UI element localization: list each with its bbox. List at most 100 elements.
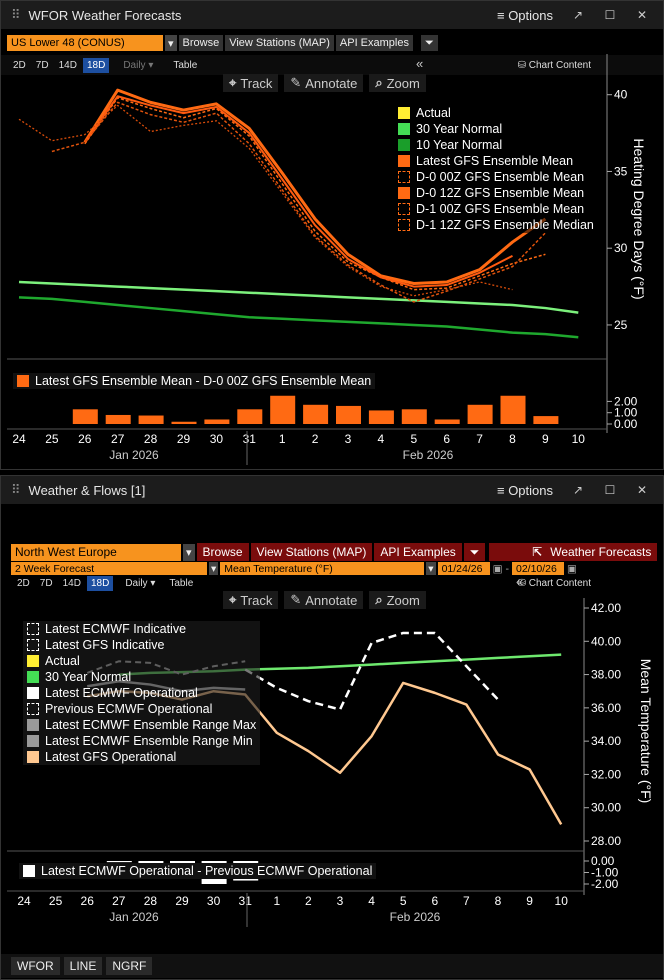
legend-label: Latest GFS Indicative — [45, 638, 165, 652]
view-stations-button[interactable]: View Stations (MAP) — [225, 35, 334, 51]
api-examples-button[interactable]: API Examples — [374, 543, 462, 561]
region-select[interactable]: US Lower 48 (CONUS) — [7, 35, 163, 51]
daily-select[interactable]: Daily ▾ — [125, 577, 156, 589]
legend-label: Previous ECMWF Operational — [45, 702, 213, 716]
daily-select[interactable]: Daily ▾ — [123, 59, 154, 71]
legend-label: Latest GFS Operational — [45, 750, 177, 764]
forecast-dropdown-icon[interactable]: ▾ — [209, 562, 219, 575]
more-dropdown-icon[interactable]: ⏷ — [420, 35, 438, 51]
lower-tick-label: 0.00 — [591, 854, 615, 868]
tab-line[interactable]: LINE — [63, 957, 103, 975]
legend-item[interactable]: 10 Year Normal — [398, 137, 594, 153]
legend-label: Actual — [45, 654, 80, 668]
calendar-from-icon[interactable]: ▣ — [492, 562, 503, 575]
collapse-icon[interactable]: « — [416, 56, 424, 71]
popout-icon[interactable]: ↗ — [572, 483, 584, 497]
x-tick-label: 28 — [144, 894, 158, 908]
track-tool[interactable]: ⌖ Track — [223, 591, 279, 609]
x-tick-label: 10 — [572, 432, 586, 446]
legend-item[interactable]: Actual — [27, 653, 256, 669]
legend-item[interactable]: Latest GFS Operational — [27, 749, 256, 765]
zoom-tool[interactable]: ⌕ Zoom — [369, 74, 426, 92]
x-tick-label: 1 — [279, 432, 286, 446]
weather-forecasts-button[interactable]: ⇱ Weather Forecasts — [489, 543, 658, 561]
table-button[interactable]: Table — [169, 577, 194, 589]
date-to-input[interactable]: 02/10/26 — [511, 562, 564, 575]
legend-item[interactable]: 30 Year Normal — [398, 121, 594, 137]
chart-tools: ⌖ Track ✎ Annotate ⌕ Zoom — [223, 74, 426, 92]
x-tick-label: 31 — [239, 894, 253, 908]
close-icon[interactable]: ✕ — [636, 483, 648, 497]
options-menu[interactable]: ≡ Options — [496, 7, 553, 23]
y-tick-label: 40.00 — [591, 634, 621, 648]
popout-icon[interactable]: ↗ — [572, 8, 584, 22]
lower-tick-label: -2.00 — [591, 877, 619, 891]
legend-item[interactable]: Latest ECMWF Ensemble Range Min — [27, 733, 256, 749]
chart-content-button[interactable]: ⛁ Chart Content — [514, 576, 595, 591]
legend-item[interactable]: D-1 00Z GFS Ensemble Mean — [398, 201, 594, 217]
tab-7d[interactable]: 7D — [39, 577, 53, 589]
legend-swatch — [27, 719, 39, 731]
legend-item[interactable]: D-0 00Z GFS Ensemble Mean — [398, 169, 594, 185]
track-tool[interactable]: ⌖ Track — [223, 74, 279, 92]
series-line — [244, 631, 499, 711]
difference-bar — [105, 414, 131, 424]
difference-bar — [401, 409, 427, 424]
browse-button[interactable]: Browse — [178, 35, 224, 51]
legend-item[interactable]: Actual — [398, 105, 594, 121]
tab-2d[interactable]: 2D — [17, 577, 30, 589]
date-from-input[interactable]: 01/24/26 — [437, 562, 490, 575]
window-grip-icon[interactable]: ⠿ — [11, 482, 21, 497]
tab-14d[interactable]: 14D — [62, 577, 81, 589]
legend-swatch — [398, 187, 410, 199]
legend-swatch — [398, 123, 410, 135]
maximize-icon[interactable]: ☐ — [604, 8, 616, 22]
collapse-icon[interactable]: « — [516, 574, 524, 589]
zoom-tool[interactable]: ⌕ Zoom — [369, 591, 426, 609]
legend-item[interactable]: 30 Year Normal — [27, 669, 256, 685]
tab-ngrf[interactable]: NGRF — [106, 957, 153, 975]
browse-button[interactable]: Browse — [196, 543, 249, 561]
api-examples-button[interactable]: API Examples — [335, 35, 413, 51]
close-icon[interactable]: ✕ — [636, 8, 648, 22]
tab-18d[interactable]: 18D — [82, 57, 110, 73]
legend-item[interactable]: Latest GFS Ensemble Mean — [398, 153, 594, 169]
legend-item[interactable]: D-0 12Z GFS Ensemble Mean — [398, 185, 594, 201]
lower-legend-label: Latest GFS Ensemble Mean - D-0 00Z GFS E… — [35, 374, 372, 388]
y-tick-label: 28.00 — [591, 834, 621, 848]
tab-14d[interactable]: 14D — [58, 59, 77, 71]
y-axis-label: Heating Degree Days (°F) — [631, 138, 647, 299]
x-tick-label: 4 — [378, 432, 385, 446]
region-select[interactable]: North West Europe — [11, 543, 181, 561]
variable-select[interactable]: Mean Temperature (°F) — [220, 562, 425, 575]
window-grip-icon[interactable]: ⠿ — [11, 7, 21, 22]
legend-item[interactable]: Latest ECMWF Indicative — [27, 621, 256, 637]
legend-item[interactable]: Latest ECMWF Operational — [27, 685, 256, 701]
variable-dropdown-icon[interactable]: ▾ — [426, 562, 436, 575]
tab-7d[interactable]: 7D — [35, 59, 49, 71]
annotate-tool[interactable]: ✎ Annotate — [284, 591, 364, 609]
y-tick-label: 38.00 — [591, 668, 621, 682]
forecast-select[interactable]: 2 Week Forecast — [11, 562, 207, 575]
view-stations-button[interactable]: View Stations (MAP) — [250, 543, 373, 561]
table-button[interactable]: Table — [173, 59, 198, 71]
more-dropdown-icon[interactable]: ⏷ — [463, 543, 486, 561]
region-dropdown-icon[interactable]: ▾ — [183, 543, 195, 561]
legend-item[interactable]: Latest GFS Indicative — [27, 637, 256, 653]
legend-item[interactable]: D-1 12Z GFS Ensemble Median — [398, 217, 594, 233]
region-dropdown-icon[interactable]: ▾ — [165, 35, 177, 51]
options-menu[interactable]: ≡ Options — [496, 482, 553, 498]
tab-18d[interactable]: 18D — [86, 575, 114, 591]
calendar-to-icon[interactable]: ▣ — [566, 562, 577, 575]
x-tick-label: 4 — [368, 894, 375, 908]
tab-wfor[interactable]: WFOR — [11, 957, 60, 975]
legend-item[interactable]: Previous ECMWF Operational — [27, 701, 256, 717]
x-month-label: Feb 2026 — [390, 910, 441, 924]
legend-item[interactable]: Latest ECMWF Ensemble Range Max — [27, 717, 256, 733]
annotate-tool[interactable]: ✎ Annotate — [284, 74, 364, 92]
chart-content-button[interactable]: ⛁ Chart Content — [514, 58, 595, 73]
pencil-icon: ✎ — [290, 75, 302, 90]
maximize-icon[interactable]: ☐ — [604, 483, 616, 497]
tab-2d[interactable]: 2D — [13, 59, 26, 71]
